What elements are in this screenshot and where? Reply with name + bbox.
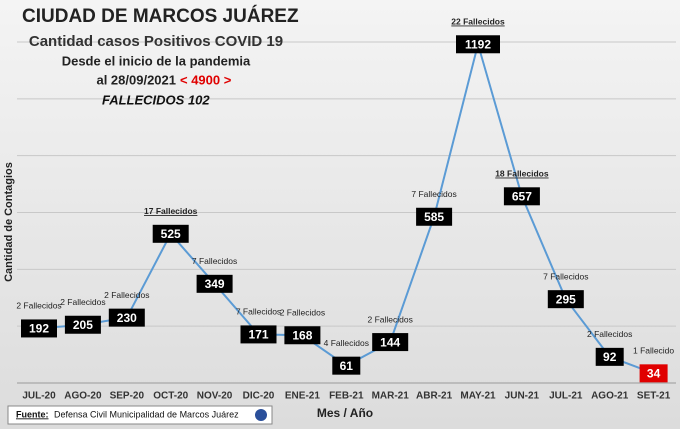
value-box: [284, 326, 321, 345]
value-label: 230: [117, 311, 137, 325]
source-label: Fuente:: [16, 409, 49, 419]
value-label: 61: [340, 359, 354, 373]
x-tick-label: ENE-21: [285, 391, 320, 402]
x-tick-label: NOV-20: [197, 391, 233, 402]
value-box: [152, 224, 189, 243]
x-tick-label: MAY-21: [460, 391, 496, 402]
note: 7 Fallecidos: [543, 271, 588, 281]
x-tick-label: AGO-21: [591, 391, 629, 402]
value-label: 168: [292, 328, 312, 342]
value-box: [595, 347, 624, 366]
note: 7 Fallecidos: [411, 189, 456, 199]
subtitle: Desde el inicio de la pandemia: [62, 53, 251, 68]
x-tick-label: JUL-20: [22, 391, 56, 402]
x-tick-label: JUL-21: [549, 391, 583, 402]
source: Defensa Civil Municipalidad de Marcos Ju…: [54, 409, 239, 419]
x-tick-label: MAR-21: [372, 391, 410, 402]
note: 4 Fallecidos: [324, 338, 369, 348]
note: 17 Fallecidos: [144, 206, 198, 216]
value-box: [639, 364, 668, 383]
note: 2 Fallecidos: [587, 329, 632, 339]
value-label: 205: [73, 318, 93, 332]
value-label: 349: [205, 277, 225, 291]
x-tick-label: OCT-20: [153, 391, 188, 402]
subtitle: Cantidad casos Positivos COVID 19: [29, 33, 283, 50]
note: 2 Fallecidos: [104, 290, 149, 300]
value-label: 295: [556, 292, 576, 306]
note: 7 Fallecidos: [192, 256, 237, 266]
value-box: [416, 207, 453, 226]
note: 2 Fallecidos: [16, 301, 61, 311]
value-box: [21, 319, 57, 338]
value-label: 657: [512, 189, 532, 203]
value-label: 92: [603, 350, 617, 364]
value-label: 192: [29, 322, 49, 336]
note: 7 Fallecidos: [236, 307, 281, 317]
value-box: [456, 35, 500, 54]
value-label: 585: [424, 210, 444, 224]
value-label: 34: [647, 367, 661, 381]
x-axis-label: Mes / Año: [317, 406, 373, 420]
value-label: 525: [161, 227, 181, 241]
note: 18 Fallecidos: [495, 169, 549, 179]
value-label: 1192: [465, 37, 491, 51]
note: 2 Fallecidos: [280, 308, 325, 318]
note: 1 Fallecido: [633, 346, 674, 356]
logo: [255, 409, 267, 421]
x-tick-label: SET-21: [637, 391, 671, 402]
value-box: [108, 308, 145, 327]
value-box: [372, 333, 409, 352]
x-tick-label: DIC-20: [243, 391, 275, 402]
value-box: [503, 187, 540, 206]
value-box: [64, 315, 101, 334]
value-box: [547, 290, 584, 309]
note: 2 Fallecidos: [368, 314, 413, 324]
note: 2 Fallecidos: [60, 297, 105, 307]
note: 22 Fallecidos: [451, 17, 505, 27]
date-line: al 28/09/2021: [96, 72, 176, 87]
value-box: [240, 325, 277, 344]
source-box: [7, 405, 273, 425]
value-box: [196, 274, 233, 293]
x-tick-label: SEP-20: [110, 391, 145, 402]
x-tick-label: FEB-21: [329, 391, 364, 402]
y-axis-label: Cantidad de Contagios: [3, 162, 15, 282]
x-tick-label: ABR-21: [416, 391, 453, 402]
value-label: 144: [380, 335, 400, 349]
x-tick-label: AGO-20: [64, 391, 102, 402]
total-label: < 4900 >: [180, 72, 232, 87]
value-box: [332, 356, 361, 375]
x-tick-label: JUN-21: [505, 391, 540, 402]
deaths-label: FALLECIDOS 102: [102, 92, 210, 107]
chart-title: CIUDAD DE MARCOS JUÁREZ: [22, 5, 299, 27]
value-label: 171: [248, 328, 268, 342]
